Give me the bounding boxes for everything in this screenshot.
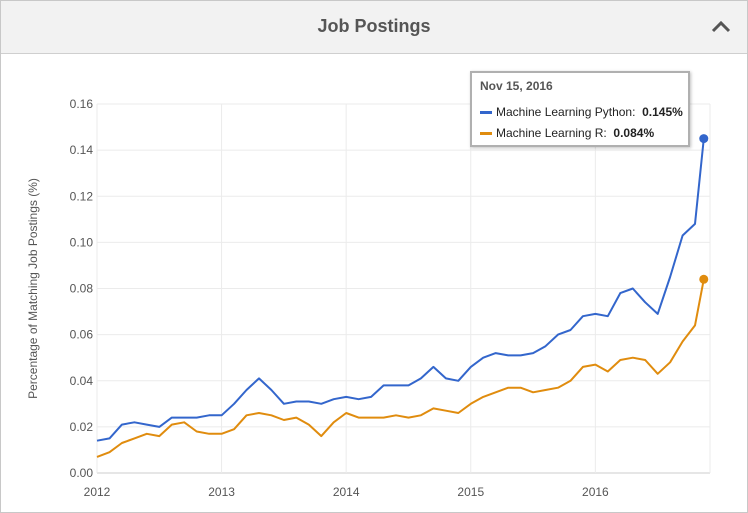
series-endpoint-python	[699, 134, 709, 144]
x-tick-label: 2014	[333, 485, 360, 499]
tooltip-label-r: Machine Learning R	[496, 126, 604, 140]
x-tick-label: 2016	[582, 485, 609, 499]
legend-swatch-python	[480, 111, 492, 115]
y-tick-label: 0.00	[70, 466, 94, 480]
tooltip-row-python: Machine Learning Python: 0.145%	[480, 105, 683, 119]
legend-swatch-r	[480, 132, 492, 136]
chart-tooltip: Nov 15, 2016 Machine Learning Python: 0.…	[470, 71, 690, 147]
series-endpoint-r	[699, 274, 709, 284]
panel-header: Job Postings	[1, 1, 747, 54]
page-title: Job Postings	[317, 16, 431, 36]
x-tick-label: 2013	[208, 485, 235, 499]
y-tick-label: 0.10	[70, 235, 94, 249]
y-tick-label: 0.08	[70, 282, 94, 296]
y-tick-label: 0.02	[70, 420, 94, 434]
tooltip-row-r: Machine Learning R: 0.084%	[480, 126, 654, 140]
y-tick-label: 0.16	[70, 97, 94, 111]
y-tick-label: 0.14	[70, 143, 94, 157]
tooltip-value-python: 0.145%	[642, 105, 683, 119]
y-axis-label: Percentage of Matching Job Postings (%)	[26, 178, 40, 399]
y-tick-label: 0.06	[70, 328, 94, 342]
y-tick-label: 0.12	[70, 189, 94, 203]
chevron-up-icon[interactable]	[709, 15, 733, 39]
x-tick-label: 2015	[457, 485, 484, 499]
series-line-r	[96, 279, 705, 458]
series-line-python	[96, 138, 705, 442]
tooltip-date: Nov 15, 2016	[480, 79, 553, 93]
x-tick-label: 2012	[84, 485, 111, 499]
tooltip-value-r: 0.084%	[613, 126, 655, 140]
y-tick-label: 0.04	[70, 374, 94, 388]
tooltip-label-python: Machine Learning Python	[496, 105, 633, 119]
line-chart: 0.00 0.02 0.04 0.06 0.08 0.10 0.12 0.14 0.16 2012…	[26, 97, 711, 499]
